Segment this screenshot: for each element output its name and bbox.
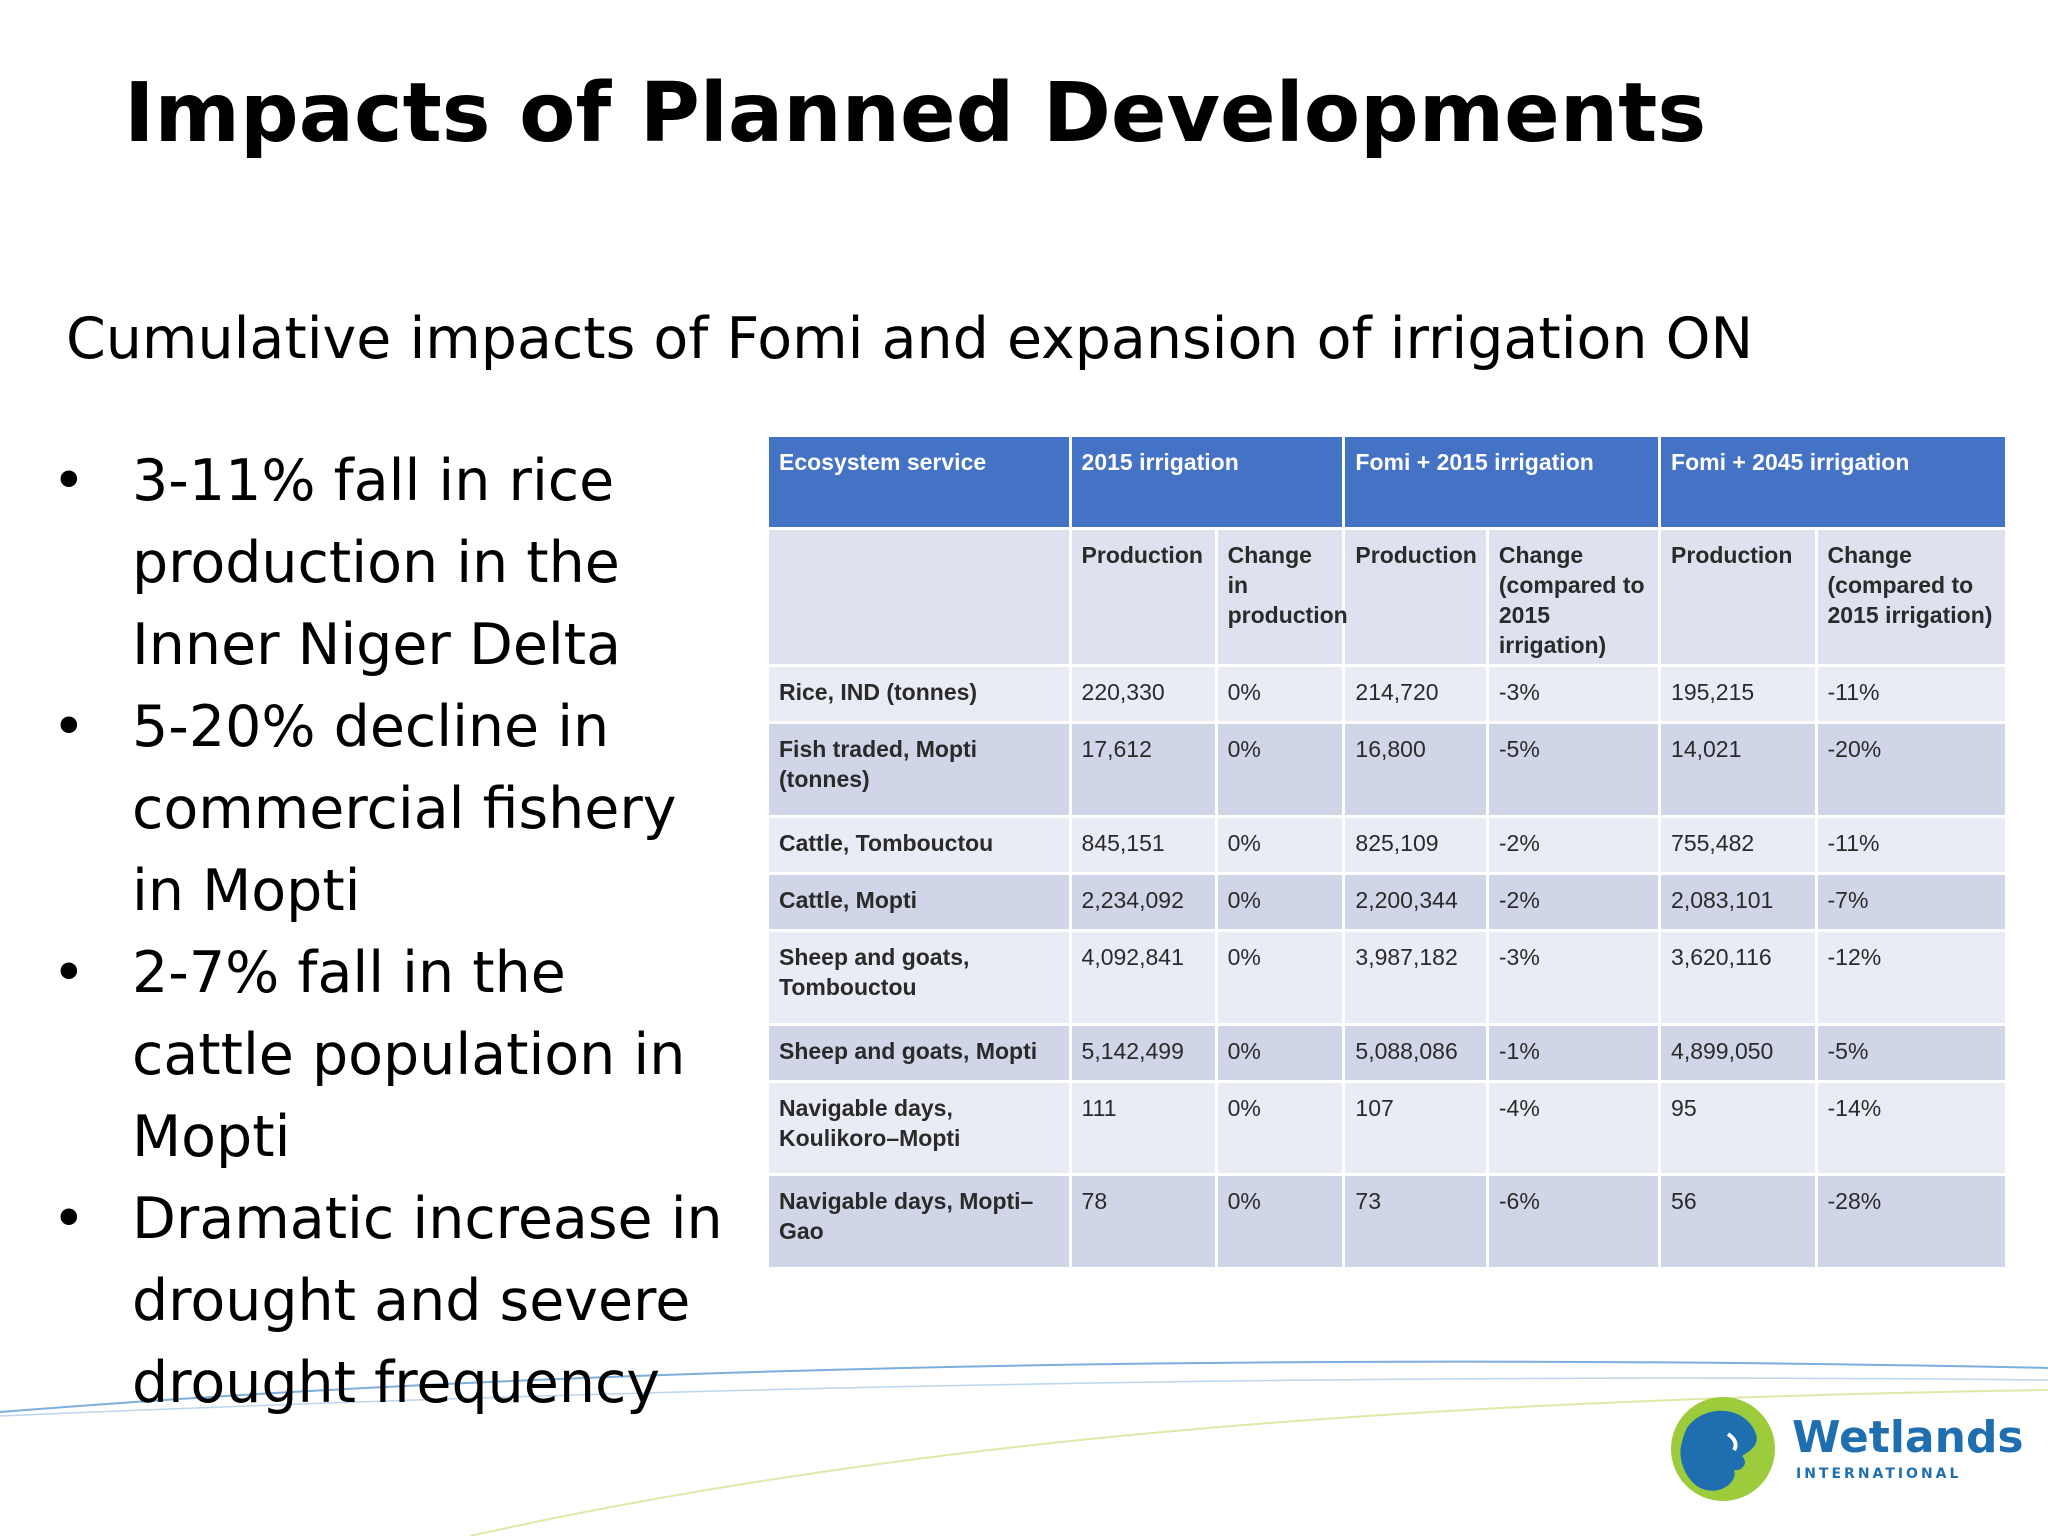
table-cell: 214,720 (1342, 663, 1489, 725)
bullet-dot: • (52, 694, 86, 760)
table-cell: -28% (1814, 1173, 2009, 1270)
table-cell: 0% (1214, 871, 1346, 932)
bullet-text: 5-20% decline in commercial fishery in M… (132, 694, 677, 924)
table-cell: -4% (1485, 1079, 1662, 1177)
table-header-cell: Change (compared to 2015 irrigation) (1814, 527, 2009, 667)
table-cell: 845,151 (1068, 814, 1218, 875)
table-cell: 220,330 (1068, 663, 1218, 725)
bullet-text: Dramatic increase in drought and severe … (132, 1186, 723, 1416)
bullet-item: • 3-11% fall in rice production in the In… (52, 440, 742, 686)
table-cell: Fish traded, Mopti (tonnes) (766, 721, 1072, 818)
table-header-cell: Production (1342, 527, 1489, 667)
bullet-list: • 3-11% fall in rice production in the In… (52, 440, 742, 1424)
table-cell: -12% (1814, 928, 2009, 1026)
table-cell: -3% (1485, 663, 1662, 725)
table-cell: Sheep and goats, Mopti (766, 1022, 1072, 1083)
table-header-cell: Production (1658, 527, 1818, 667)
table-cell: Rice, IND (tonnes) (766, 663, 1072, 725)
logo-tagline: INTERNATIONAL (1796, 1466, 1962, 1482)
table-cell: 755,482 (1658, 814, 1818, 875)
table-cell: 0% (1214, 814, 1346, 875)
table-cell: Navigable days, Mopti–Gao (766, 1173, 1072, 1270)
table-sub-header-row: Production Change in production Producti… (766, 527, 2009, 667)
table-cell: 2,200,344 (1342, 871, 1489, 932)
table-cell: Navigable days, Koulikoro–Mopti (766, 1079, 1072, 1177)
table-cell: -20% (1814, 721, 2009, 818)
table-cell: 0% (1214, 663, 1346, 725)
bullet-dot: • (52, 448, 86, 514)
slide-title: Impacts of Planned Developments (124, 66, 1707, 161)
table-cell: 3,987,182 (1342, 928, 1489, 1026)
bullet-text: 2-7% fall in the cattle population in Mo… (132, 940, 686, 1170)
table-cell: -11% (1814, 814, 2009, 875)
table-cell: 73 (1342, 1173, 1489, 1270)
table-cell: 4,899,050 (1658, 1022, 1818, 1083)
table-cell: -11% (1814, 663, 2009, 725)
table-row: Cattle, Mopti 2,234,092 0% 2,200,344 -2%… (766, 871, 2009, 932)
table-cell: 16,800 (1342, 721, 1489, 818)
table-cell: 2,083,101 (1658, 871, 1818, 932)
table-cell: 17,612 (1068, 721, 1218, 818)
table-cell: 3,620,116 (1658, 928, 1818, 1026)
table-row: Cattle, Tombouctou 845,151 0% 825,109 -2… (766, 814, 2009, 875)
table-cell: 56 (1658, 1173, 1818, 1270)
table-cell: 195,215 (1658, 663, 1818, 725)
table-cell: 0% (1214, 1022, 1346, 1083)
table-cell: 5,142,499 (1068, 1022, 1218, 1083)
table-group-header-row: Ecosystem service 2015 irrigation Fomi +… (766, 434, 2008, 530)
table-cell: 0% (1214, 721, 1346, 818)
wetlands-logo-icon (1671, 1397, 1775, 1501)
table-cell: 0% (1214, 1173, 1346, 1270)
table-row: Rice, IND (tonnes) 220,330 0% 214,720 -3… (766, 663, 2009, 725)
table-header-cell: Production (1068, 527, 1218, 667)
table-header-cell: Ecosystem service (766, 434, 1072, 530)
table-cell: -14% (1814, 1079, 2009, 1177)
impacts-table-container: Ecosystem service 2015 irrigation Fomi +… (766, 434, 2009, 1270)
table-cell: Cattle, Tombouctou (766, 814, 1072, 875)
table-cell: 95 (1658, 1079, 1818, 1177)
table-row: Navigable days, Koulikoro–Mopti 111 0% 1… (766, 1079, 2009, 1177)
table-header-cell: Fomi + 2045 irrigation (1658, 434, 2008, 530)
table-header-cell: Fomi + 2015 irrigation (1342, 434, 1662, 530)
table-cell: 111 (1068, 1079, 1218, 1177)
table-cell: -6% (1485, 1173, 1662, 1270)
table-cell: -3% (1485, 928, 1662, 1026)
table-cell: -5% (1814, 1022, 2009, 1083)
table-cell: -2% (1485, 814, 1662, 875)
table-cell: -1% (1485, 1022, 1662, 1083)
table-cell: 0% (1214, 1079, 1346, 1177)
table-cell: Cattle, Mopti (766, 871, 1072, 932)
table-cell: 4,092,841 (1068, 928, 1218, 1026)
slide-subtitle: Cumulative impacts of Fomi and expansion… (66, 306, 1754, 372)
impacts-table: Ecosystem service 2015 irrigation Fomi +… (766, 434, 2009, 1270)
table-row: Sheep and goats, Tombouctou 4,092,841 0%… (766, 928, 2009, 1026)
table-header-cell (766, 527, 1072, 667)
table-row: Fish traded, Mopti (tonnes) 17,612 0% 16… (766, 721, 2009, 818)
table-cell: -2% (1485, 871, 1662, 932)
table-cell: 14,021 (1658, 721, 1818, 818)
bullet-dot: • (52, 940, 86, 1006)
table-header-cell: Change in production (1214, 527, 1348, 667)
table-cell: 825,109 (1342, 814, 1489, 875)
table-cell: 5,088,086 (1342, 1022, 1489, 1083)
table-cell: -7% (1814, 871, 2009, 932)
table-cell: 107 (1342, 1079, 1489, 1177)
table-cell: 78 (1068, 1173, 1218, 1270)
table-header-cell: 2015 irrigation (1068, 434, 1346, 530)
bullet-dot: • (52, 1186, 86, 1252)
bullet-item: • Dramatic increase in drought and severe… (52, 1178, 742, 1424)
logo-wordmark: Wetlands (1792, 1412, 2024, 1463)
bullet-text: 3-11% fall in rice production in the Inn… (132, 448, 622, 678)
table-cell: Sheep and goats, Tombouctou (766, 928, 1072, 1026)
table-row: Navigable days, Mopti–Gao 78 0% 73 -6% 5… (766, 1173, 2009, 1270)
table-cell: 2,234,092 (1068, 871, 1218, 932)
bullet-item: • 2-7% fall in the cattle population in M… (52, 932, 742, 1178)
table-cell: -5% (1485, 721, 1662, 818)
table-cell: 0% (1214, 928, 1346, 1026)
table-header-cell: Change (compared to 2015 irrigation) (1485, 527, 1662, 667)
bullet-item: • 5-20% decline in commercial fishery in … (52, 686, 742, 932)
table-row: Sheep and goats, Mopti 5,142,499 0% 5,08… (766, 1022, 2009, 1083)
